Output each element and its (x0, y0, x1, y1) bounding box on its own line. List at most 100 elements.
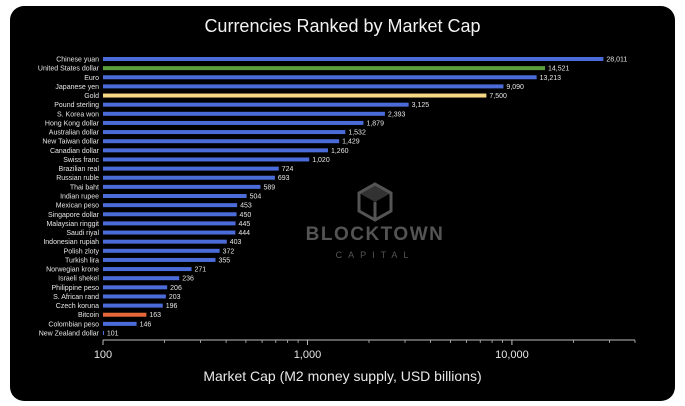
bar (103, 331, 104, 335)
value-label: 450 (240, 212, 252, 219)
category-label: Mexican peso (56, 203, 99, 210)
bar (103, 276, 180, 281)
value-label: 1,260 (331, 148, 349, 155)
category-label: Polish zloty (64, 248, 100, 255)
value-label: 7,500 (489, 93, 507, 100)
bar (103, 139, 340, 144)
x-tick-label: 1,000 (294, 349, 322, 361)
bar (103, 221, 236, 226)
category-label: Indonesian rupiah (43, 239, 99, 246)
value-label: 196 (166, 303, 178, 310)
bar (103, 312, 147, 317)
value-label: 13,213 (540, 75, 562, 82)
value-label: 1,020 (312, 157, 330, 164)
bar (103, 75, 537, 80)
category-label: Chinese yuan (56, 57, 99, 64)
value-label: 3,125 (412, 102, 430, 109)
value-label: 14,521 (548, 66, 570, 73)
value-label: 355 (218, 257, 230, 264)
bar (103, 148, 328, 153)
category-label: Israeli shekel (58, 276, 99, 283)
category-label: New Zealand dollar (39, 331, 100, 338)
bar (103, 239, 227, 244)
bar (103, 184, 261, 189)
bar (103, 212, 237, 217)
category-label: Swiss franc (63, 157, 99, 164)
category-label: Philippine peso (52, 285, 100, 292)
bar (103, 130, 346, 135)
bar (103, 175, 275, 180)
bar (103, 66, 546, 71)
value-label: 453 (240, 203, 252, 210)
bar (103, 102, 409, 107)
category-label: Canadian dollar (50, 148, 100, 155)
category-label: Czech koruna (56, 303, 99, 310)
category-label: Russian ruble (56, 175, 99, 182)
value-label: 372 (223, 248, 235, 255)
bar (103, 166, 279, 171)
blocktown-watermark: BLOCKTOWN CAPITAL (290, 182, 460, 277)
bar (103, 285, 168, 290)
value-label: 504 (250, 194, 262, 201)
x-tick-label: 10,000 (495, 349, 529, 361)
value-label: 271 (195, 267, 207, 274)
value-label: 146 (140, 321, 152, 328)
value-label: 101 (107, 331, 119, 338)
value-label: 236 (182, 276, 194, 283)
category-label: Saudi riyal (66, 230, 99, 237)
category-label: Colombian peso (48, 321, 99, 328)
value-label: 724 (282, 166, 294, 173)
value-label: 28,011 (606, 57, 627, 64)
category-label: S. Korea won (57, 111, 99, 118)
bar-chart: 100 1,000 10,000 Chinese yuan 28,011 United S… (38, 57, 636, 361)
category-label: S. African rand (53, 294, 99, 301)
bar (103, 84, 504, 89)
value-label: 445 (239, 221, 251, 228)
category-label: United States dollar (38, 66, 100, 73)
chart-panel: Currencies Ranked by Market Cap 100 1,000… (10, 6, 675, 401)
bar (103, 303, 163, 308)
value-label: 206 (170, 285, 182, 292)
bar (103, 321, 137, 326)
bar (103, 294, 166, 299)
category-label: Japanese yen (55, 84, 99, 91)
x-tick-label: 100 (94, 349, 112, 361)
value-label: 1,879 (366, 120, 384, 127)
value-label: 203 (169, 294, 181, 301)
category-label: Indian rupee (60, 194, 99, 201)
value-label: 9,090 (506, 84, 524, 91)
value-label: 2,393 (388, 111, 406, 118)
value-label: 403 (230, 239, 242, 246)
category-label: Thai baht (70, 184, 99, 191)
bar (103, 248, 220, 253)
category-label: Hong Kong dollar (45, 120, 100, 127)
x-axis-label: Market Cap (M2 money supply, USD billion… (203, 368, 482, 384)
bar (103, 267, 192, 272)
category-label: Malaysian ringgit (46, 221, 99, 228)
category-label: New Taiwan dollar (42, 139, 99, 146)
category-label: Bitcoin (78, 312, 99, 319)
bar (103, 120, 364, 125)
category-label: Pound sterling (54, 102, 99, 109)
value-label: 589 (263, 184, 275, 191)
bar (103, 230, 236, 235)
blocktown-logo-icon (357, 182, 393, 222)
bar (103, 157, 310, 162)
category-label: Norwegian krone (46, 267, 99, 274)
value-label: 1,532 (348, 130, 366, 137)
category-label: Australian dollar (49, 130, 100, 137)
chart-title: Currencies Ranked by Market Cap (204, 16, 481, 36)
bar (103, 203, 238, 208)
value-label: 444 (238, 230, 250, 237)
bar (103, 257, 216, 262)
bar (103, 111, 385, 116)
category-label: Brazilian real (59, 166, 100, 173)
value-label: 1,429 (342, 139, 360, 146)
bar (103, 57, 604, 61)
category-label: Euro (84, 75, 99, 82)
category-label: Gold (84, 93, 99, 100)
category-label: Singapore dollar (48, 212, 100, 219)
watermark-name: BLOCKTOWN (305, 224, 445, 245)
category-label: Turkish lira (65, 257, 99, 264)
watermark-subtitle: CAPITAL (335, 250, 415, 260)
